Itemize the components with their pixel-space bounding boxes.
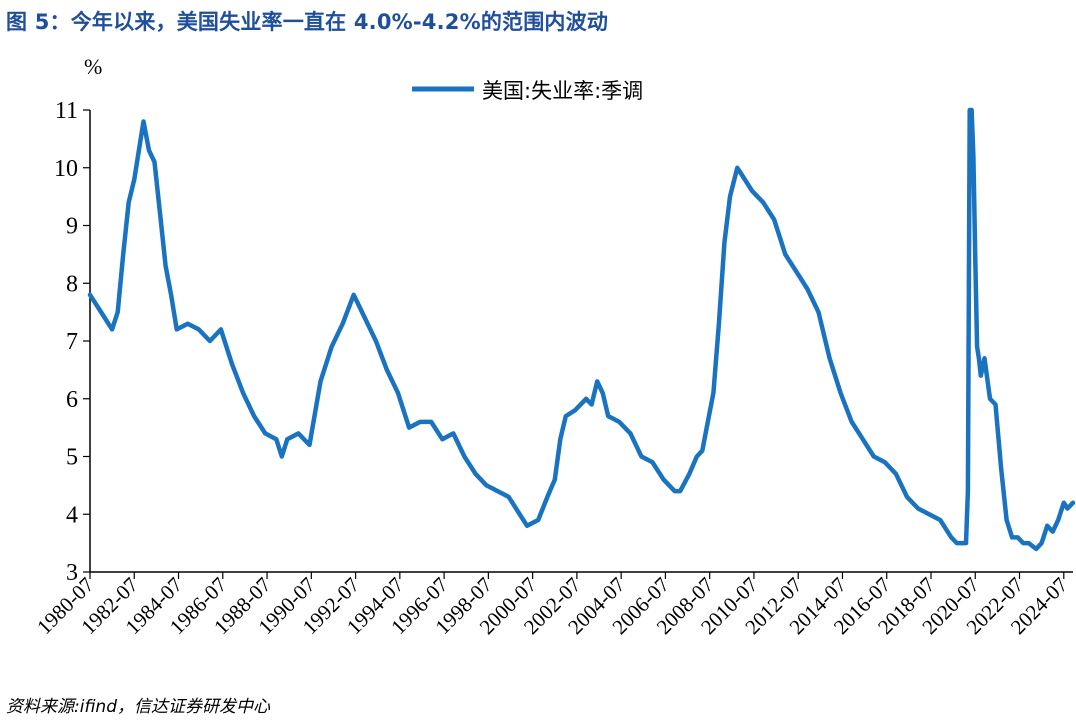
source-note: 资料来源:ifind，信达证券研发中心 [6, 697, 270, 717]
y-ticks: 3 4 5 6 7 8 9 10 11 [54, 98, 90, 586]
legend: 美国:失业率:季调 [412, 79, 643, 103]
x-ticks: 1980-071982-071984-071986-071988-071990-… [32, 572, 1072, 639]
y-tick-label: 6 [66, 387, 78, 413]
y-tick-label: 3 [66, 560, 78, 586]
legend-label: 美国:失业率:季调 [482, 79, 643, 103]
series-line-unemployment-rate [87, 107, 1076, 552]
y-tick-label: 4 [66, 502, 78, 528]
y-tick-label: 11 [55, 98, 78, 124]
series [87, 107, 1076, 552]
axes [89, 110, 1073, 573]
y-tick-label: 9 [66, 214, 78, 240]
y-tick-label: 7 [66, 329, 78, 355]
y-axis-unit: % [84, 54, 102, 79]
y-tick-label: 5 [66, 445, 78, 471]
unemployment-chart: % 美国:失业率:季调 3 4 5 6 7 8 9 10 11 1980-071982-0719… [32, 54, 1076, 639]
figure-title: 图 5：今年以来，美国失业率一直在 4.0%-4.2%的范围内波动 [6, 10, 609, 34]
y-tick-label: 8 [66, 271, 78, 297]
y-tick-label: 10 [54, 156, 78, 182]
